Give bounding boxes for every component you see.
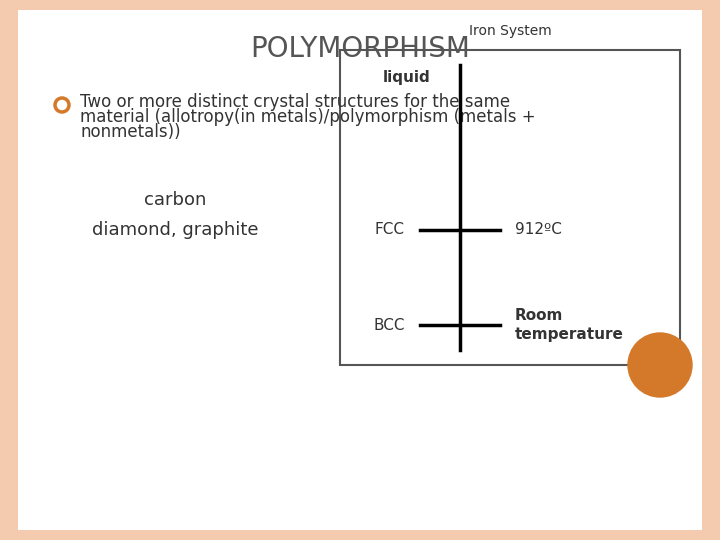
FancyBboxPatch shape [18,10,702,530]
Circle shape [628,333,692,397]
FancyBboxPatch shape [340,50,680,365]
Text: BCC: BCC [374,318,405,333]
Text: nonmetals)): nonmetals)) [80,123,181,141]
Text: 912ºC: 912ºC [515,222,562,238]
Text: carbon: carbon [144,191,206,209]
Text: FCC: FCC [375,222,405,238]
Text: diamond, graphite: diamond, graphite [91,221,258,239]
Text: Two or more distinct crystal structures for the same: Two or more distinct crystal structures … [80,93,510,111]
Text: liquid: liquid [382,70,430,85]
Text: material (allotropy(in metals)/polymorphism (metals +: material (allotropy(in metals)/polymorph… [80,108,536,126]
Circle shape [55,98,69,112]
Text: Iron System: Iron System [469,24,552,38]
Text: Room
temperature: Room temperature [515,308,624,342]
Text: POLYMORPHISM: POLYMORPHISM [250,35,470,63]
